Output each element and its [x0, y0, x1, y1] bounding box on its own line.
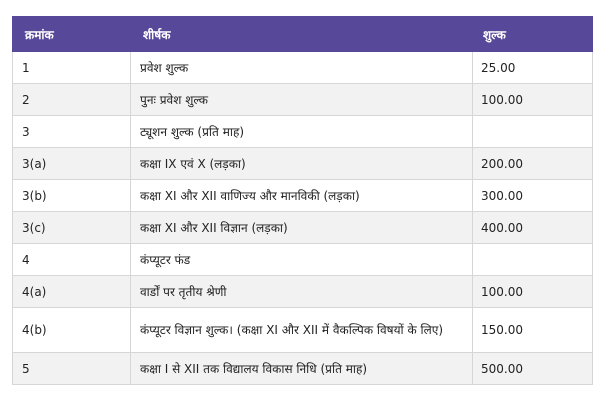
- title-cell: कंप्यूटर फंड: [130, 243, 473, 276]
- serial-cell: 2: [12, 83, 131, 116]
- table-row: 4 कंप्यूटर फंड: [12, 243, 593, 276]
- table-row: 1 प्रवेश शुल्क 25.00: [12, 51, 593, 84]
- fee-table-container: क्रमांक शीर्षक शुल्क 1 प्रवेश शुल्क 25.0…: [12, 16, 593, 385]
- serial-cell: 3(b): [12, 179, 131, 212]
- header-row: क्रमांक शीर्षक शुल्क: [12, 16, 593, 52]
- serial-cell: 4(b): [12, 307, 131, 353]
- fee-cell: 100.00: [472, 83, 593, 116]
- title-cell: कक्षा I से XII तक विद्यालय विकास निधि (प…: [130, 352, 473, 385]
- serial-cell: 4: [12, 243, 131, 276]
- fee-cell: 300.00: [472, 179, 593, 212]
- fee-cell: 400.00: [472, 211, 593, 244]
- title-cell: कक्षा XI और XII विज्ञान (लड़का): [130, 211, 473, 244]
- serial-cell: 3(c): [12, 211, 131, 244]
- title-cell: कक्षा XI और XII वाणिज्य और मानविकी (लड़क…: [130, 179, 473, 212]
- table-row: 4(a) वार्डों पर तृतीय श्रेणी 100.00: [12, 275, 593, 308]
- serial-cell: 3: [12, 115, 131, 148]
- table-header: क्रमांक शीर्षक शुल्क: [12, 16, 593, 52]
- header-serial: क्रमांक: [12, 16, 131, 52]
- table-row: 3(c) कक्षा XI और XII विज्ञान (लड़का) 400…: [12, 211, 593, 244]
- header-title: शीर्षक: [130, 16, 473, 52]
- serial-cell: 3(a): [12, 147, 131, 180]
- title-cell: कक्षा IX एवं X (लड़का): [130, 147, 473, 180]
- fee-cell: 200.00: [472, 147, 593, 180]
- title-cell: ट्यूशन शुल्क (प्रति माह): [130, 115, 473, 148]
- fee-cell: 150.00: [472, 307, 593, 353]
- table-row: 5 कक्षा I से XII तक विद्यालय विकास निधि …: [12, 352, 593, 385]
- table-row: 3(b) कक्षा XI और XII वाणिज्य और मानविकी …: [12, 179, 593, 212]
- fee-cell: 25.00: [472, 51, 593, 84]
- serial-cell: 4(a): [12, 275, 131, 308]
- serial-cell: 5: [12, 352, 131, 385]
- table-row: 3(a) कक्षा IX एवं X (लड़का) 200.00: [12, 147, 593, 180]
- header-fee: शुल्क: [472, 16, 593, 52]
- title-cell: कंप्यूटर विज्ञान शुल्क। (कक्षा XI और XII…: [130, 307, 473, 353]
- table-body: 1 प्रवेश शुल्क 25.00 2 पुनः प्रवेश शुल्क…: [12, 51, 593, 385]
- title-cell: पुनः प्रवेश शुल्क: [130, 83, 473, 116]
- title-cell: प्रवेश शुल्क: [130, 51, 473, 84]
- table-row: 4(b) कंप्यूटर विज्ञान शुल्क। (कक्षा XI औ…: [12, 307, 593, 353]
- fee-cell: [472, 115, 593, 148]
- serial-cell: 1: [12, 51, 131, 84]
- table-row: 2 पुनः प्रवेश शुल्क 100.00: [12, 83, 593, 116]
- fee-table: क्रमांक शीर्षक शुल्क 1 प्रवेश शुल्क 25.0…: [12, 16, 593, 385]
- fee-cell: [472, 243, 593, 276]
- table-row: 3 ट्यूशन शुल्क (प्रति माह): [12, 115, 593, 148]
- title-cell: वार्डों पर तृतीय श्रेणी: [130, 275, 473, 308]
- fee-cell: 500.00: [472, 352, 593, 385]
- fee-cell: 100.00: [472, 275, 593, 308]
